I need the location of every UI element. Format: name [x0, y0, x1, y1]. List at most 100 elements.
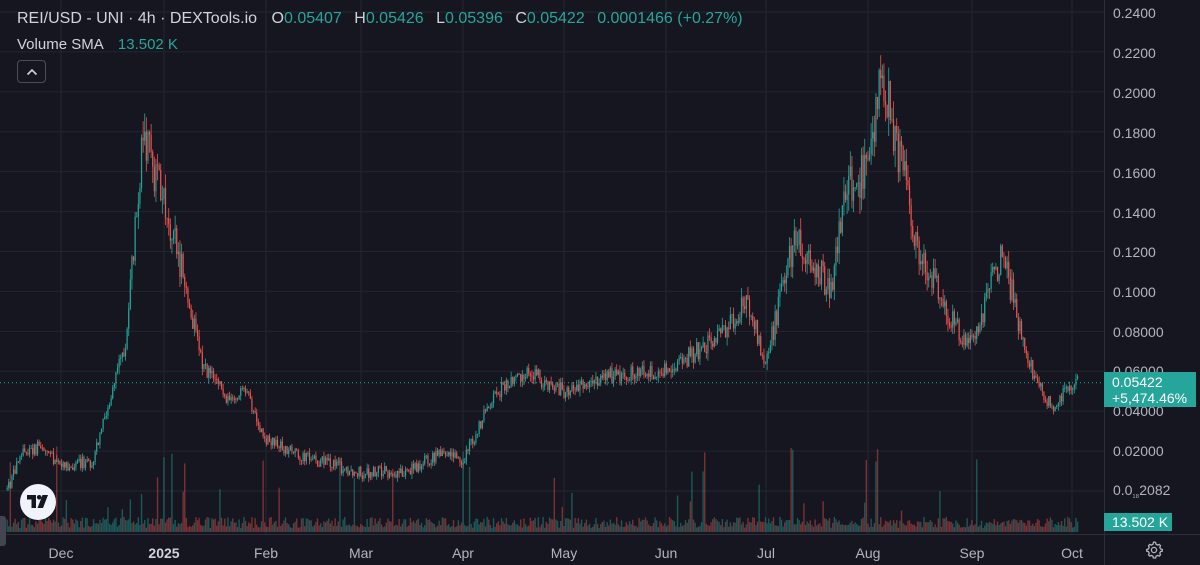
volume-bar: [339, 458, 341, 532]
volume-bar: [800, 524, 802, 532]
volume-bar: [73, 523, 76, 532]
candle-body: [257, 421, 259, 426]
volume-bar: [468, 466, 471, 532]
collapse-legend-button[interactable]: [17, 60, 46, 83]
candle-body: [798, 229, 800, 245]
volume-bar: [331, 520, 333, 532]
candle-body: [958, 319, 960, 341]
candle-body: [36, 441, 39, 455]
candle-body: [366, 468, 368, 474]
candle-body: [988, 288, 991, 290]
candle-body: [1060, 395, 1063, 402]
candle-body: [536, 369, 538, 376]
symbol-title[interactable]: REI/USD - UNI · 4h · DEXTools.io: [17, 10, 258, 27]
volume-bar: [537, 517, 540, 532]
candle-body: [200, 350, 202, 353]
volume-bar: [1048, 521, 1050, 532]
volume-bar: [872, 526, 874, 532]
candle-body: [582, 380, 584, 389]
volume-bar: [32, 525, 34, 532]
candle-body: [1072, 387, 1074, 390]
candle-body: [374, 467, 376, 477]
candle-body: [542, 386, 544, 388]
candle-body: [233, 398, 235, 400]
volume-bar: [334, 518, 336, 532]
candle-body: [740, 297, 743, 317]
volume-bar: [172, 524, 175, 532]
candle-body: [627, 379, 629, 382]
volume-bar: [745, 524, 748, 532]
candle-body: [209, 367, 211, 374]
volume-bar: [62, 517, 64, 532]
candle-body: [216, 379, 218, 380]
candle-body: [1048, 396, 1050, 406]
volume-bar: [78, 527, 80, 532]
volume-bar: [499, 525, 501, 532]
candle-body: [867, 158, 869, 160]
volume-bar: [152, 518, 154, 532]
volume-bar: [598, 527, 600, 532]
volume-bar: [744, 527, 746, 532]
candle-body: [920, 261, 922, 265]
candle-body: [724, 325, 727, 338]
volume-bar: [169, 517, 172, 532]
candle-body: [64, 462, 66, 468]
candle-body: [1059, 395, 1061, 404]
volume-bar: [236, 527, 239, 532]
volume-bar: [772, 517, 775, 532]
volume-bar: [728, 526, 730, 532]
volume-bar: [59, 526, 61, 532]
volume-bar: [857, 525, 860, 532]
candle-body: [390, 472, 392, 475]
volume-bar: [596, 523, 599, 532]
tradingview-logo-icon[interactable]: [20, 484, 56, 520]
candle-body: [286, 446, 288, 454]
candle-body: [278, 446, 280, 448]
pane-resize-handle[interactable]: [0, 516, 6, 546]
volume-bar: [358, 527, 360, 532]
candle-body: [654, 376, 656, 380]
candle-body: [921, 261, 923, 264]
chart-settings-button[interactable]: [1142, 538, 1166, 562]
volume-bar: [1076, 521, 1079, 532]
volume-bar: [254, 518, 256, 532]
candle-body: [360, 466, 362, 476]
volume-bar: [793, 524, 796, 532]
volume-bar: [539, 527, 541, 532]
volume-bar: [553, 477, 556, 532]
volume-bar: [387, 518, 389, 532]
open-value: 0.05407: [283, 10, 342, 27]
volume-bar: [665, 526, 668, 532]
candle-body: [305, 452, 307, 462]
volume-bar: [89, 527, 92, 532]
volume-legend[interactable]: Volume SMA 13.502 K: [17, 36, 178, 54]
candle-body: [795, 230, 797, 246]
volume-bar: [713, 517, 716, 532]
candle-body: [403, 475, 405, 477]
volume-bar: [776, 525, 778, 532]
candle-body: [124, 348, 127, 357]
candle-body: [915, 231, 917, 246]
price-axis[interactable]: [1104, 0, 1200, 534]
candle-body: [934, 268, 936, 278]
volume-bar: [217, 521, 220, 532]
volume-bar: [174, 519, 176, 532]
volume-bar: [625, 522, 628, 532]
last-price-tag: 0.05422 +5,474.46%: [1104, 372, 1196, 407]
candle-body: [59, 461, 61, 464]
volume-bar: [809, 520, 812, 532]
candle-body: [230, 397, 232, 401]
candle-body: [28, 448, 31, 455]
volume-bar: [83, 527, 85, 532]
candle-body: [316, 460, 319, 466]
candle-body: [1062, 388, 1064, 402]
volume-bar: [374, 518, 376, 532]
price-chart-pane[interactable]: [0, 0, 1104, 534]
volume-bar: [444, 518, 447, 532]
volume-bar: [452, 520, 455, 532]
volume-bar: [340, 526, 343, 532]
volume-bar: [284, 517, 287, 532]
volume-bar: [758, 484, 760, 532]
candle-body: [214, 378, 216, 380]
candle-body: [88, 459, 90, 461]
